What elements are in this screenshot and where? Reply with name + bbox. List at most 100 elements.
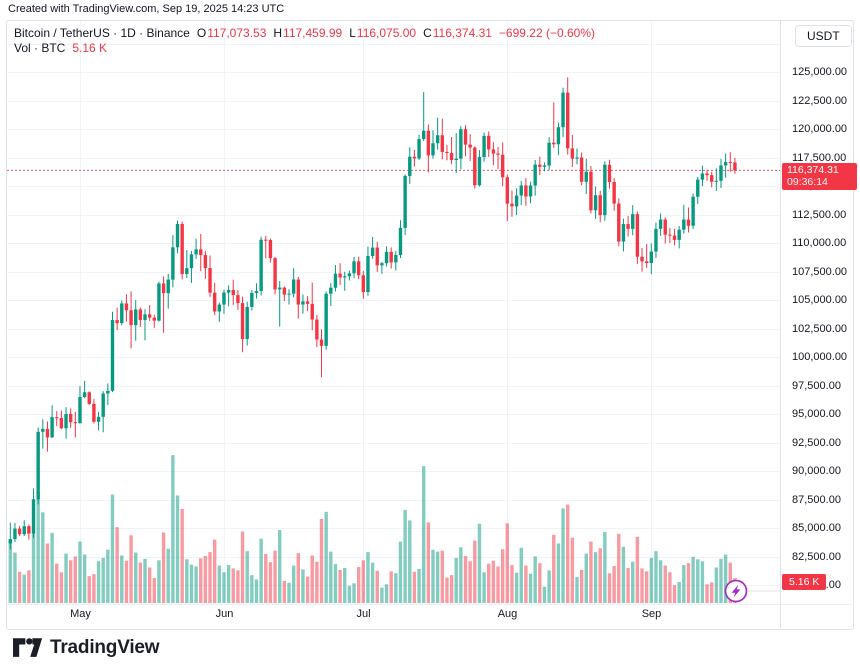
candle-body [189,254,194,269]
volume-bar [682,565,686,603]
volume-bar [366,552,370,603]
candle-body [593,195,598,211]
volume-bar [59,572,64,603]
x-axis-label: Sep [641,608,662,620]
volume-bar [180,508,184,603]
candle-body [426,130,431,156]
candle-body [445,151,449,153]
candle-body [649,251,654,264]
volume-bar [668,572,672,603]
candle-body [538,164,542,167]
candle-body [617,203,621,242]
candle-body [682,219,686,230]
candle-body [570,148,575,159]
volume-bar [175,495,180,603]
volume-bar [445,577,449,603]
y-axis-label: 107,500.00 [792,265,848,278]
x-axis-label: Jul [356,608,371,620]
candle-body [733,162,737,171]
candle-body [96,416,101,422]
volume-bar [324,511,328,603]
volume-bar [631,561,635,603]
candle-body [152,317,156,321]
candle-body [101,393,105,417]
candle-body [514,195,519,207]
candle-body [473,147,477,186]
candle-body [696,179,700,197]
candle-body [370,247,375,256]
candle-body [635,214,640,257]
y-axis-label: 85,000.00 [792,522,841,534]
volume-bar [375,570,379,603]
volume-bar [73,556,78,603]
volume-bar [398,541,403,603]
candle-body [324,293,328,346]
volume-bar [333,564,338,603]
candle-body [691,196,695,226]
candle-body [477,157,482,186]
candle-body [500,154,505,178]
candle-body [668,234,672,236]
volume-bar [589,541,593,603]
volume-bar [68,560,73,603]
candle-body [291,279,296,294]
candle-body [55,417,59,419]
candle-body [333,273,338,288]
volume-bar [412,571,417,603]
candle-body [631,214,635,229]
candle-body [403,175,407,228]
volume-bar [403,509,407,603]
volume-bar [338,569,342,603]
volume-bar [329,551,333,603]
candle-body [487,135,491,150]
volume-bar [584,553,588,603]
volume-bar [264,554,268,603]
y-axis-label: 102,500.00 [792,322,848,335]
change-value: −699.22 (−0.60%) [498,26,595,40]
y-axis-label: 122,500.00 [792,94,848,107]
candle-body [663,219,667,235]
candle-body [356,261,361,276]
candle-body [87,392,91,404]
candle-body [547,142,551,166]
volume-bar [533,556,537,603]
candle-body [115,320,119,324]
candle-body [8,539,12,544]
volume-bar [134,552,138,603]
candle-body [408,156,412,176]
candle-body [338,273,342,278]
volume-bar [649,557,654,603]
volume-bar [96,561,101,603]
volume-bar [714,567,719,603]
volume-bar [27,570,31,603]
candle-body [17,528,22,535]
symbol-title[interactable]: Bitcoin / TetherUS · 1D · Binance [14,26,190,40]
volume-bar [217,565,222,603]
candle-body [626,224,630,229]
volume-bar [482,572,486,603]
volume-bar [468,561,472,603]
volume-bar [417,568,421,603]
volume-bar [380,587,384,603]
candle-body [41,428,45,432]
volume-bar [519,547,523,603]
y-axis-label: 100,000.00 [792,351,848,363]
tradingview-footer[interactable]: TradingView [13,637,160,659]
volume-bar [282,580,287,603]
candle-body [273,258,277,290]
tradingview-logo-icon [13,638,43,657]
flash-icon[interactable] [724,579,748,603]
volume-value-label: 5.16 K [782,574,827,590]
currency-toggle-button[interactable]: USDT [795,25,852,47]
candle-body [435,135,440,144]
volume-bar [245,551,249,603]
candle-body [315,319,319,340]
y-axis-label: 105,000.00 [792,294,848,306]
volume-bar [426,522,431,603]
candle-body [296,279,300,305]
candle-body [231,289,235,296]
volume-bar [106,549,110,603]
volume-bar [22,574,26,603]
x-axis-label: Jun [215,608,234,620]
